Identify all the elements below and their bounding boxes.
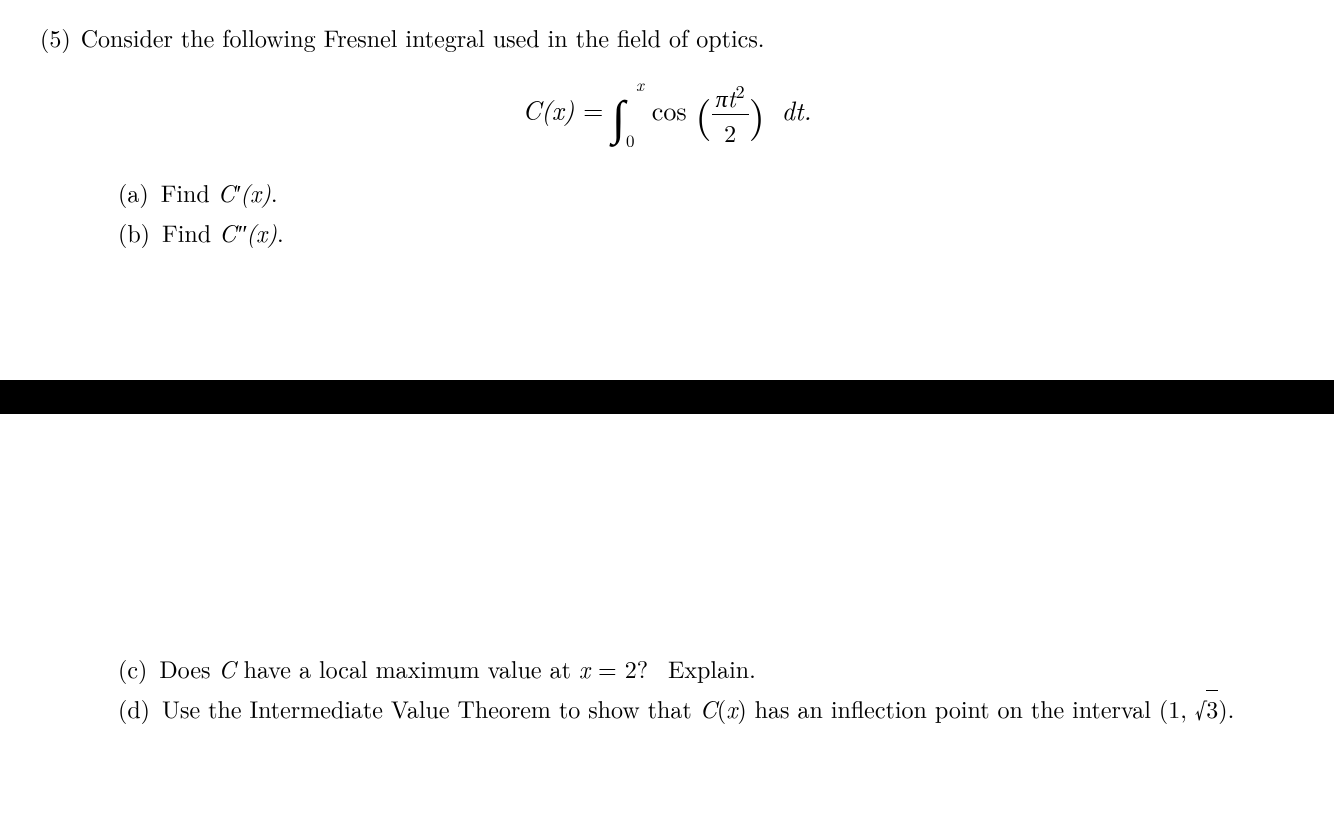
subparts-bottom: (c) Does C have a local maximum value at… [118, 650, 1294, 726]
subpart-c-text: Does C have a local maximum value at x =… [159, 650, 755, 686]
fraction: πt2 2 [712, 79, 749, 149]
problem-header: (5) Consider the following Fresnel integ… [40, 20, 1294, 54]
equation-lhs: C(x) [522, 91, 574, 128]
subpart-c: (c) Does C have a local maximum value at… [118, 650, 1294, 686]
integral-lower-bound: 0 [626, 128, 635, 152]
subpart-a: (a) Find C′(x). [118, 174, 1294, 210]
redaction-bar [0, 380, 1334, 414]
subpart-c-label: (c) [118, 650, 147, 686]
fraction-denominator: 2 [712, 115, 749, 149]
subpart-b: (b) Find C″(x). [118, 214, 1294, 250]
subpart-a-label: (a) [118, 174, 149, 210]
cos-function: cos [652, 91, 687, 128]
subpart-d-text: Use the Intermediate Value Theorem to sh… [162, 690, 1234, 726]
problem-intro: Consider the following Fresnel integral … [81, 20, 765, 54]
left-paren-icon: ( [695, 85, 711, 144]
subpart-d-label: (d) [118, 690, 150, 726]
subpart-d: (d) Use the Intermediate Value Theorem t… [118, 690, 1294, 726]
subpart-a-text: Find C′(x). [161, 174, 278, 210]
problem-number: (5) [40, 20, 71, 54]
subpart-b-label: (b) [118, 214, 150, 250]
subparts-top: (a) Find C′(x). (b) Find C″(x). [118, 174, 1294, 250]
equals-sign: = [583, 91, 612, 128]
right-paren-icon: ) [749, 85, 765, 144]
dt-term: dt. [782, 91, 812, 128]
fraction-numerator: πt2 [712, 79, 749, 115]
subpart-b-text: Find C″(x). [162, 214, 284, 250]
integral-upper-bound: x [636, 72, 644, 96]
integral-symbol: ∫ x 0 [612, 80, 625, 148]
equation: C(x) = ∫ x 0 cos ( πt2 2 ) dt. [40, 79, 1294, 149]
